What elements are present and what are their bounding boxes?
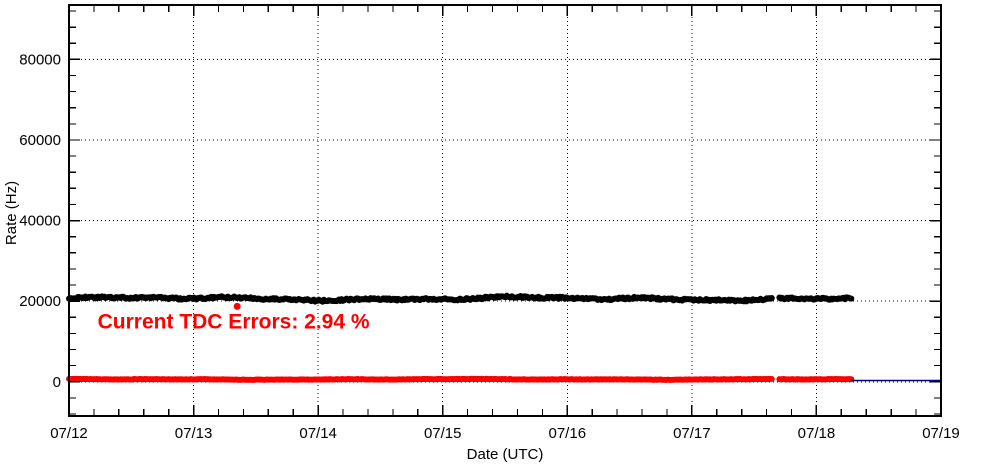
y-tick-label: 0 (53, 374, 61, 391)
x-axis-tick-labels: 07/12 07/13 07/14 07/15 07/16 07/17 07/18 07/19 (50, 425, 960, 442)
data-point (848, 295, 855, 302)
data-point (768, 295, 775, 302)
plot-frame-rect (68, 4, 942, 417)
x-tick-label: 07/16 (549, 425, 587, 442)
grid-lines (69, 5, 941, 416)
x-tick-label: 07/15 (424, 425, 462, 442)
data-series-1 (66, 375, 855, 383)
tdc-outlier-point (233, 302, 241, 310)
y-tick-label: 20000 (19, 293, 61, 310)
x-tick-label: 07/19 (922, 425, 960, 442)
x-tick-label: 07/14 (299, 425, 337, 442)
data-point (848, 376, 855, 383)
y-tick-label: 40000 (19, 213, 61, 230)
chart-annotations: Current TDC Errors: 2.94 % (98, 311, 370, 334)
x-tick-label: 07/13 (175, 425, 213, 442)
y-axis-tick-labels: 0 20000 40000 60000 80000 (19, 51, 61, 390)
y-tick-label: 60000 (19, 132, 61, 149)
x-tick-label: 07/12 (50, 425, 88, 442)
x-axis-title: Date (UTC) (467, 446, 544, 463)
plot-frame (68, 4, 942, 417)
tdc-error-annotation: Current TDC Errors: 2.94 % (98, 311, 370, 334)
data-series-0 (66, 292, 855, 305)
x-tick-label: 07/18 (798, 425, 836, 442)
y-tick-label: 80000 (19, 51, 61, 68)
x-tick-label: 07/17 (673, 425, 711, 442)
data-series-layer (66, 292, 941, 383)
y-axis-title: Rate (Hz) (3, 181, 20, 245)
axis-ticks (68, 5, 942, 416)
data-point (768, 375, 775, 382)
